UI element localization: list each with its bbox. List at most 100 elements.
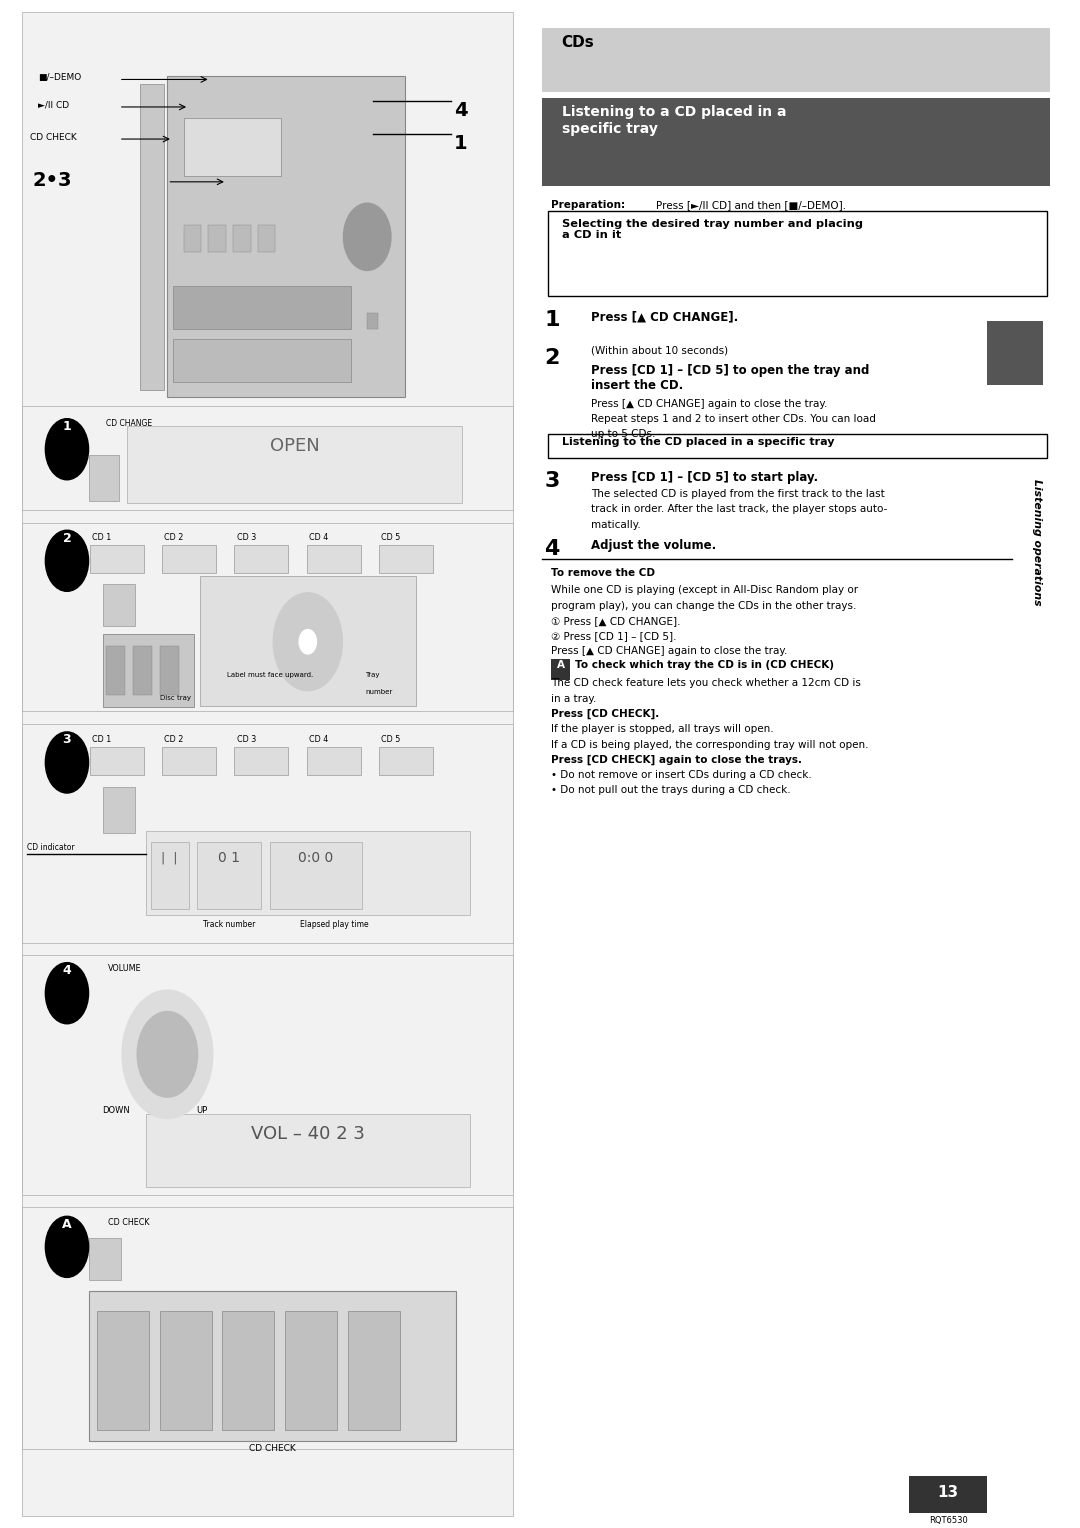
Bar (234, 545, 288, 573)
Text: 1: 1 (63, 420, 71, 434)
Bar (22, 406, 513, 510)
Bar (22, 12, 513, 1516)
Bar (270, 842, 362, 909)
Text: CD 3: CD 3 (237, 735, 256, 744)
Bar (233, 225, 251, 252)
Text: A: A (63, 1218, 71, 1232)
Bar (103, 584, 135, 626)
Text: 0:0 0: 0:0 0 (298, 851, 333, 865)
Text: Press [▲ CD CHANGE].: Press [▲ CD CHANGE]. (591, 310, 738, 324)
Text: Listening operations: Listening operations (1031, 480, 1042, 605)
Text: While one CD is playing (except in All-Disc Random play or: While one CD is playing (except in All-D… (551, 585, 858, 596)
Text: 2: 2 (544, 348, 559, 368)
Text: If a CD is being played, the corresponding tray will not open.: If a CD is being played, the correspondi… (551, 740, 868, 750)
Bar (140, 84, 164, 390)
Circle shape (299, 630, 316, 654)
Text: If the player is stopped, all trays will open.: If the player is stopped, all trays will… (551, 724, 773, 735)
Text: 2: 2 (63, 532, 71, 545)
Bar (173, 339, 351, 382)
Bar (258, 225, 275, 252)
Bar (22, 1207, 513, 1449)
Bar (987, 321, 1043, 385)
Text: 1: 1 (454, 134, 468, 153)
Bar (97, 1311, 149, 1430)
Text: CD CHANGE: CD CHANGE (106, 419, 152, 428)
Circle shape (45, 419, 89, 480)
Bar (89, 1291, 456, 1441)
Text: CD 1: CD 1 (92, 533, 111, 542)
Text: CD indicator: CD indicator (27, 843, 75, 853)
Bar (133, 646, 152, 695)
Bar (200, 576, 416, 706)
Bar (90, 545, 144, 573)
Text: Selecting the desired tray number and placing
a CD in it: Selecting the desired tray number and pl… (562, 219, 863, 240)
Bar (103, 787, 135, 833)
Text: ① Press [▲ CD CHANGE].: ① Press [▲ CD CHANGE]. (551, 616, 680, 626)
Text: 4: 4 (63, 964, 71, 978)
Text: in a tray.: in a tray. (551, 694, 596, 704)
Text: CD 5: CD 5 (381, 735, 401, 744)
Bar (106, 646, 125, 695)
Circle shape (122, 990, 213, 1118)
Bar (379, 747, 433, 775)
Bar (89, 1238, 121, 1280)
Text: (Within about 10 seconds): (Within about 10 seconds) (591, 345, 728, 356)
Text: Label must face upward.: Label must face upward. (227, 672, 313, 678)
Bar (22, 523, 513, 711)
Bar (173, 286, 351, 329)
Circle shape (45, 732, 89, 793)
Text: number: number (365, 689, 392, 695)
Text: Disc tray: Disc tray (160, 695, 191, 701)
Bar (89, 455, 119, 501)
Bar (551, 659, 570, 680)
Text: Listening to a CD placed in a
specific tray: Listening to a CD placed in a specific t… (562, 105, 786, 136)
Bar (379, 545, 433, 573)
Text: CD 1: CD 1 (92, 735, 111, 744)
Text: • Do not remove or insert CDs during a CD check.: • Do not remove or insert CDs during a C… (551, 770, 811, 781)
Text: VOL – 40 2 3: VOL – 40 2 3 (251, 1125, 365, 1143)
Text: CD CHECK: CD CHECK (108, 1218, 149, 1227)
Text: Track number: Track number (203, 920, 255, 929)
Circle shape (45, 530, 89, 591)
Text: Repeat steps 1 and 2 to insert other CDs. You can load: Repeat steps 1 and 2 to insert other CDs… (591, 414, 876, 425)
Circle shape (45, 963, 89, 1024)
Bar (307, 747, 361, 775)
Bar (127, 426, 462, 503)
Text: CD 4: CD 4 (309, 533, 328, 542)
Text: ■/–DEMO: ■/–DEMO (38, 73, 81, 83)
Bar (167, 76, 405, 397)
Text: matically.: matically. (591, 520, 640, 530)
Bar (542, 28, 1050, 92)
Text: To remove the CD: To remove the CD (551, 568, 654, 579)
Text: ►/II CD: ►/II CD (38, 101, 69, 110)
Text: RQT6530: RQT6530 (929, 1516, 968, 1525)
Bar (22, 724, 513, 943)
Text: ② Press [CD 1] – [CD 5].: ② Press [CD 1] – [CD 5]. (551, 631, 676, 642)
Bar (146, 1114, 470, 1187)
Bar (184, 225, 201, 252)
Text: A: A (556, 660, 565, 671)
Text: Press [►/II CD] and then [■/–DEMO].: Press [►/II CD] and then [■/–DEMO]. (656, 200, 846, 211)
Text: CD 5: CD 5 (381, 533, 401, 542)
Text: OPEN: OPEN (270, 437, 320, 455)
Text: CDs: CDs (562, 35, 594, 50)
Text: up to 5 CDs.: up to 5 CDs. (591, 429, 656, 440)
Bar (909, 1476, 987, 1513)
Text: Press [CD 1] – [CD 5] to start play.: Press [CD 1] – [CD 5] to start play. (591, 471, 818, 484)
Bar (548, 211, 1047, 296)
Text: Press [CD 1] – [CD 5] to open the tray and
insert the CD.: Press [CD 1] – [CD 5] to open the tray a… (591, 364, 869, 391)
Bar (151, 842, 189, 909)
Text: CD CHECK: CD CHECK (248, 1444, 296, 1453)
Bar (22, 955, 513, 1195)
Text: 0 1: 0 1 (218, 851, 240, 865)
Text: 3: 3 (63, 733, 71, 747)
Text: To check which tray the CD is in (CD CHECK): To check which tray the CD is in (CD CHE… (575, 660, 834, 671)
Text: 2•3: 2•3 (32, 171, 72, 189)
Text: 4: 4 (454, 101, 468, 119)
Text: Listening to the CD placed in a specific tray: Listening to the CD placed in a specific… (562, 437, 834, 448)
Circle shape (137, 1012, 198, 1097)
Text: 1: 1 (544, 310, 559, 330)
Circle shape (343, 203, 391, 270)
Bar (208, 225, 226, 252)
Text: CD 4: CD 4 (309, 735, 328, 744)
